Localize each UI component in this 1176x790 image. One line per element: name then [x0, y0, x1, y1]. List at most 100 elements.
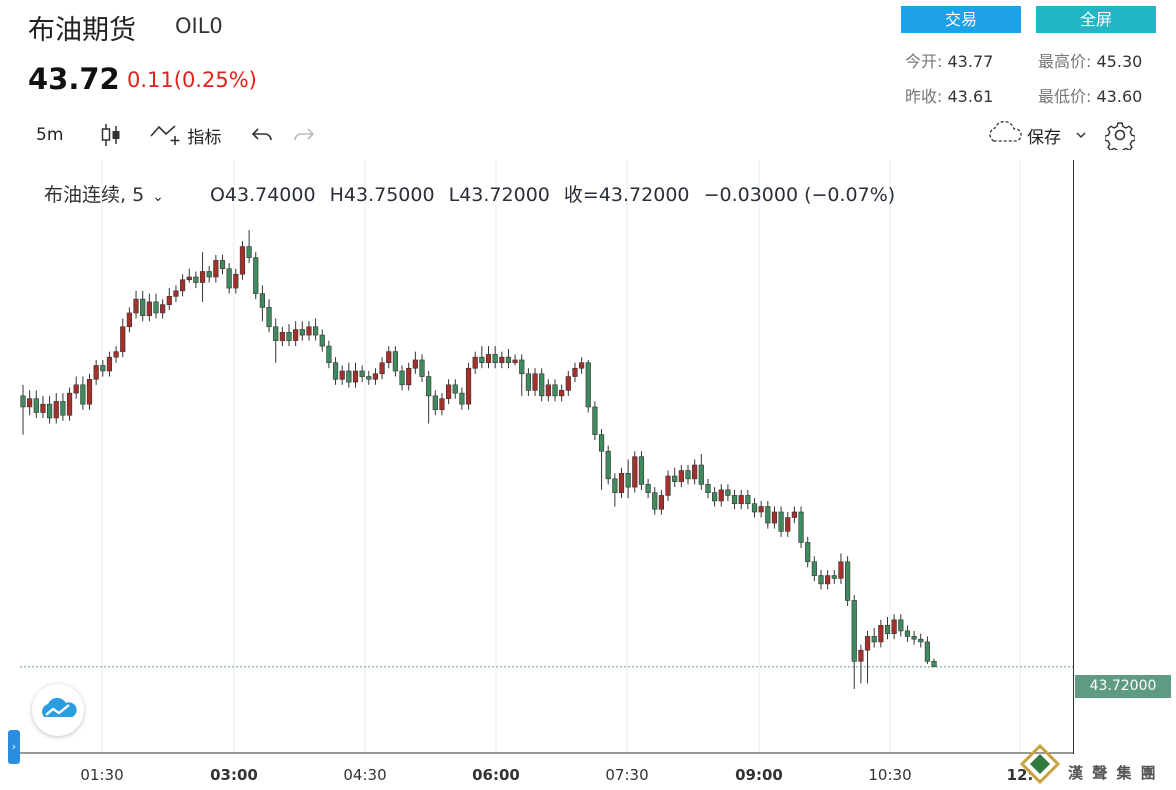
candle-body — [459, 392, 465, 405]
save-label: 保存 — [1027, 127, 1061, 148]
candle-body — [918, 638, 924, 643]
gear-icon[interactable] — [1105, 120, 1135, 150]
price-change: 0.11(0.25%) — [127, 68, 257, 92]
save-button[interactable]: 保存 — [985, 120, 1087, 150]
chevron-down-icon[interactable] — [1075, 125, 1087, 145]
trade-button[interactable]: 交易 — [901, 6, 1021, 33]
time-tick: 04:30 — [343, 766, 387, 784]
legend-symbol[interactable]: 布油连续, 5 — [44, 184, 145, 206]
candle-body — [791, 511, 797, 518]
low-stat: 最低价: 43.60 — [1038, 83, 1142, 107]
time-tick: 03:00 — [210, 766, 258, 784]
candle-body — [499, 356, 505, 364]
candle-body — [73, 384, 79, 394]
candle-body — [725, 489, 731, 496]
high-value: 45.30 — [1096, 52, 1143, 71]
candle-body — [658, 495, 664, 510]
candle-body — [552, 384, 558, 397]
candle-body — [392, 351, 399, 372]
candle-body — [259, 293, 266, 308]
candlestick-type-icon[interactable] — [99, 122, 123, 148]
candle-body — [412, 359, 418, 369]
instrument-title: 布油期货 — [28, 15, 136, 46]
candle-body — [638, 456, 645, 485]
current-price-label: 43.72000 — [1075, 675, 1171, 698]
undo-icon[interactable] — [251, 125, 273, 145]
candle-body — [199, 271, 206, 283]
legend-chevron-icon[interactable]: ⌄ — [152, 189, 164, 205]
candle-body — [851, 600, 857, 662]
candle-body — [612, 478, 618, 493]
candle-body — [126, 312, 132, 328]
candle-body — [798, 511, 804, 543]
candle-body — [40, 403, 46, 413]
candle-body — [166, 296, 172, 305]
candle-body — [160, 304, 166, 314]
candle-body — [805, 542, 811, 563]
watermark-logo-icon — [1019, 743, 1061, 785]
candle-body — [884, 625, 891, 634]
candle-body — [406, 367, 412, 386]
fullscreen-button[interactable]: 全屏 — [1036, 6, 1156, 33]
watermark: 漢 聲 集 團 — [1018, 743, 1176, 790]
cloud-logo-icon — [42, 697, 77, 717]
candle-body — [652, 492, 658, 510]
candle-body — [911, 636, 917, 640]
sidebar-toggle-tab[interactable]: › — [8, 730, 20, 764]
candle-body — [426, 376, 432, 397]
legend-low: L43.72000 — [448, 184, 550, 206]
candle-body — [665, 475, 671, 496]
candle-body — [133, 298, 139, 314]
candle-body — [864, 636, 871, 651]
candle-body — [785, 517, 791, 532]
candle-body — [871, 636, 877, 643]
candle-body — [33, 398, 39, 413]
candle-body — [120, 326, 126, 352]
candle-body — [113, 351, 119, 358]
candle-body — [738, 495, 744, 505]
candle-body — [559, 390, 565, 397]
candle-body — [678, 470, 684, 482]
candle-body — [140, 298, 146, 317]
candle-body — [180, 279, 186, 292]
indicators-button[interactable]: 指标 — [149, 120, 221, 151]
candle-body — [751, 503, 758, 513]
candle-body — [146, 301, 152, 317]
candle-body — [299, 329, 305, 336]
candle-body — [705, 484, 711, 493]
candle-body — [565, 376, 571, 391]
candle-body — [572, 367, 578, 377]
candle-body — [20, 395, 26, 408]
candle-body — [878, 625, 884, 643]
candle-body — [332, 362, 339, 380]
candle-body — [359, 370, 365, 377]
candle-body — [233, 273, 239, 289]
open-value: 43.77 — [947, 52, 994, 71]
redo-icon[interactable] — [293, 125, 315, 145]
instrument-code: OIL0 — [175, 14, 223, 38]
candle-body — [239, 246, 246, 275]
candle-body — [472, 356, 478, 369]
candle-body — [519, 359, 525, 375]
candle-body — [379, 362, 385, 375]
candle-body — [53, 401, 59, 419]
prev-close-value: 43.61 — [947, 87, 994, 106]
candle-body — [219, 260, 226, 270]
candlestick-chart[interactable] — [20, 160, 1074, 754]
candle-body — [532, 373, 538, 391]
candle-body — [711, 492, 718, 502]
watermark-text: 漢 聲 集 團 — [1068, 764, 1158, 782]
candle-body — [778, 511, 784, 532]
interval-selector[interactable]: 5m — [36, 125, 64, 145]
indicators-icon — [149, 120, 183, 151]
time-tick: 09:00 — [735, 766, 783, 784]
candle-body — [213, 260, 219, 278]
candle-body — [153, 301, 159, 314]
chart-logo-badge[interactable] — [32, 684, 84, 736]
candle-body — [525, 373, 532, 391]
candle-body — [465, 367, 472, 405]
candle-body — [106, 356, 113, 372]
candle-body — [399, 370, 405, 386]
candle-body — [492, 354, 498, 364]
candle-body — [266, 307, 272, 328]
